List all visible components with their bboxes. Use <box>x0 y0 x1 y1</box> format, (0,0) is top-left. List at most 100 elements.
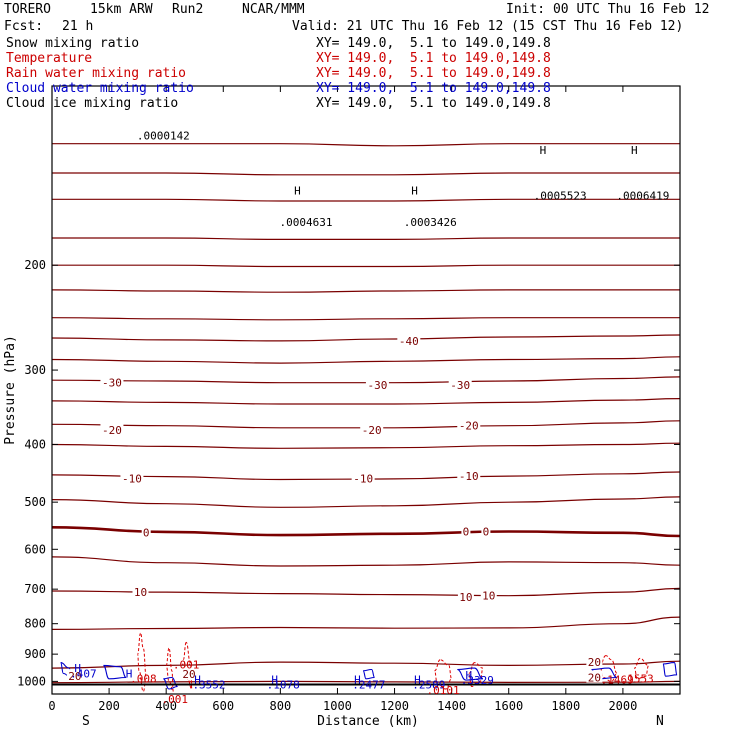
contour-label: 20 <box>68 670 81 683</box>
y-tick-label: 200 <box>24 258 46 272</box>
contour-label: 0 <box>143 526 150 539</box>
legend-item-name: Cloud water mixing ratio <box>6 81 194 96</box>
contour-label: -30 <box>367 379 387 392</box>
max-marker-label: .407 <box>70 667 97 680</box>
temperature-contour-13 <box>52 471 680 481</box>
y-tick-label: 800 <box>24 617 46 631</box>
contour-label: 20 <box>588 656 601 669</box>
temperature-contour-6 <box>52 317 680 321</box>
max-marker-label: .2589 <box>412 679 445 692</box>
temperature-contour-18 <box>52 616 680 630</box>
max-marker-label: .2477 <box>352 679 385 692</box>
contour-label: 20 <box>588 671 601 684</box>
max-marker-label: .0005523 <box>534 189 587 202</box>
temperature-contour-11 <box>52 420 680 429</box>
temperature-contour-17 <box>52 587 680 597</box>
contour-label-bg <box>586 670 603 683</box>
contour-label-bg <box>132 585 149 598</box>
contour-label-bg <box>141 525 151 538</box>
max-marker-label: H <box>294 184 301 197</box>
temperature-contour-2 <box>52 198 680 202</box>
contour-label-bg <box>586 655 603 668</box>
x-tick-label: 600 <box>212 699 234 713</box>
contour-label: -20 <box>362 424 382 437</box>
temperature-contour-1 <box>52 172 680 176</box>
contour-labels: -40-30 -30 -30-20 -20 -20-10 -10 -100 0 010 10 102… <box>66 130 669 706</box>
legend-item-xy: XY= 149.0, 5.1 to 149.0,149.8 <box>316 96 551 111</box>
temperature-contour-12 <box>52 442 680 449</box>
contour-label: -30 <box>450 379 470 392</box>
y-tick-label: 700 <box>24 582 46 596</box>
cloud-contour-1 <box>103 664 127 680</box>
legend-item-xy: XY= 149.0, 5.1 to 149.0,149.8 <box>316 36 551 51</box>
contour-label: -40 <box>399 335 419 348</box>
max-marker-label: .1078 <box>267 679 300 692</box>
fcst-label: Fcst: <box>4 19 44 34</box>
max-marker-label: .0003426 <box>404 216 457 229</box>
max-marker-label: .0101 <box>427 684 460 697</box>
max-marker-label: .3552 <box>192 679 225 692</box>
y-tick-label: 400 <box>24 437 46 451</box>
cloud-contour-4 <box>457 667 484 681</box>
x-tick-label: 1600 <box>494 699 523 713</box>
axes: 0 200 400 600 800 1000 1200 1400 1600 1800 2000200… <box>17 85 681 713</box>
contour-label: -20 <box>102 424 122 437</box>
temperature-contour-16 <box>52 556 680 567</box>
contour-label-bg <box>360 422 384 435</box>
contour-label-bg <box>397 333 421 346</box>
max-marker-label: H <box>126 667 133 680</box>
init-time: Init: 00 UTC Thu 16 Feb 12 <box>506 2 710 17</box>
contour-label: -10 <box>122 472 142 485</box>
x-tick-label: 0 <box>48 699 55 713</box>
endpoint-left: S <box>82 714 90 729</box>
y-tick-label: 300 <box>24 363 46 377</box>
contour-label: 20 <box>182 668 195 681</box>
y-tick-label: 1000 <box>17 674 46 688</box>
x-tick-label: 800 <box>270 699 292 713</box>
org-label: NCAR/MMM <box>242 2 305 17</box>
legend-item-xy: XY= 149.0, 5.1 to 149.0,149.8 <box>316 51 551 66</box>
x-tick-label: 1000 <box>323 699 352 713</box>
max-marker-label: H <box>540 144 547 157</box>
legend-item-name: Cloud ice mixing ratio <box>6 96 179 111</box>
contour-label-bg <box>181 667 198 680</box>
contour-label: 0 <box>463 525 470 538</box>
contour-label: 10 <box>459 591 472 604</box>
legend-item-name: Snow mixing ratio <box>6 36 140 51</box>
max-marker-label: H <box>411 184 418 197</box>
max-marker-label: .1469 <box>601 673 634 686</box>
contour-layer <box>52 143 680 693</box>
rain-contour-2 <box>182 641 193 690</box>
temperature-contour-4 <box>52 264 680 268</box>
rain-contour-6 <box>633 657 650 680</box>
max-marker-label: .0006419 <box>616 189 669 202</box>
x-tick-label: 1200 <box>380 699 409 713</box>
cloud-contour-2 <box>163 676 178 690</box>
temperature-contour-14 <box>52 496 680 508</box>
temperature-contour-5 <box>52 289 680 293</box>
contour-label-bg <box>365 378 389 391</box>
contour-label-bg <box>100 422 124 435</box>
temperature-contour-0 <box>52 143 680 147</box>
rain-contour-3 <box>434 659 453 690</box>
rain-contour-1 <box>165 647 174 692</box>
temperature-contour-10 <box>52 398 680 405</box>
max-marker-label: H <box>74 662 81 675</box>
contour-label-bg <box>120 471 144 484</box>
max-marker-label: H <box>631 144 638 157</box>
max-marker-label: H <box>414 673 421 686</box>
temperature-contour-8 <box>52 356 680 364</box>
x-tick-label: 2000 <box>608 699 637 713</box>
legend-item-name: Temperature <box>6 51 93 66</box>
max-marker-label: H <box>271 673 278 686</box>
contour-label: -10 <box>353 472 373 485</box>
max-marker-label: .008 <box>130 672 157 685</box>
plot-frame <box>51 85 681 695</box>
contour-label: -20 <box>459 420 479 433</box>
max-marker-label: H <box>354 673 361 686</box>
legend-item-xy: XY= 149.0, 5.1 to 149.0,149.8 <box>316 66 551 81</box>
contour-label-bg <box>457 469 481 482</box>
temperature-contour-3 <box>52 237 680 240</box>
contour-label-bg <box>351 471 375 484</box>
